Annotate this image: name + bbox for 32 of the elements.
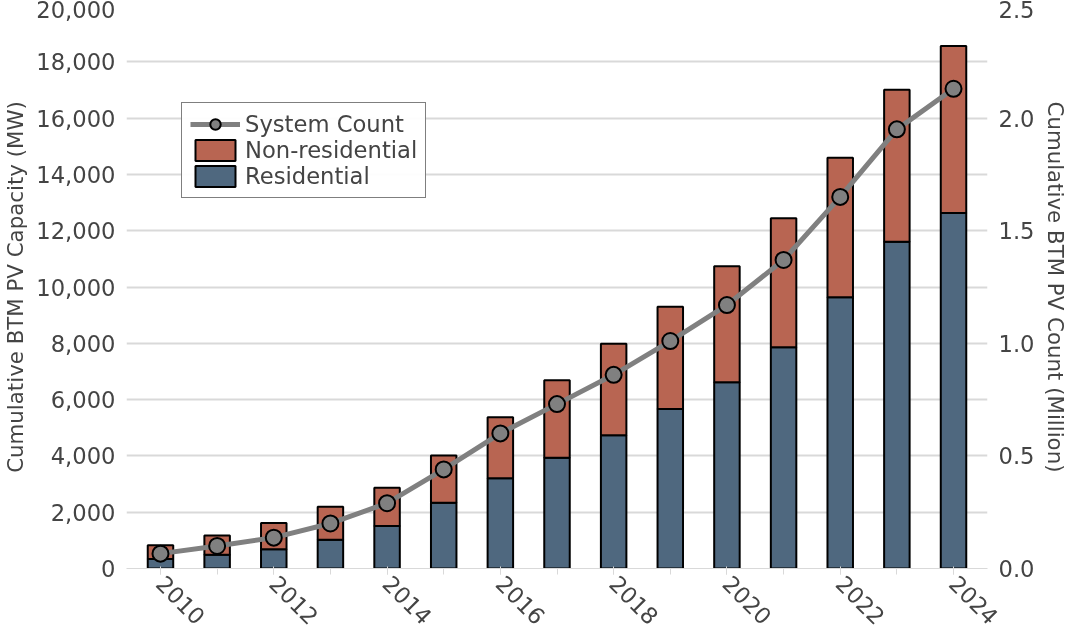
y-tick-label: 12,000 (36, 218, 116, 245)
point (491, 424, 510, 443)
point (887, 120, 906, 139)
y2-tick-label: 2.5 (998, 0, 1035, 23)
y-tick-label: 8,000 (50, 330, 116, 357)
point (604, 365, 623, 384)
y-tick-label: 6,000 (50, 387, 116, 414)
legend-label: Non-residential (245, 137, 418, 163)
y-tick-label: 0 (101, 556, 116, 582)
point (661, 332, 680, 351)
point (831, 187, 850, 206)
y-tick-label: 4,000 (50, 443, 116, 470)
y-tick-label: 2,000 (50, 499, 116, 526)
legend-label: System Count (245, 111, 404, 137)
y-tick-label: 10,000 (36, 274, 116, 301)
y-tick-label: 14,000 (36, 161, 116, 188)
y-tick-label: 18,000 (36, 49, 116, 76)
y2-axis-title: Cumulative BTM PV Count (Million) (1042, 101, 1068, 473)
point (944, 79, 963, 98)
y2-tick-label: 0.5 (998, 443, 1035, 470)
y2-tick-label: 1.5 (998, 218, 1035, 245)
y-tick-label: 16,000 (36, 105, 116, 132)
point (774, 250, 793, 269)
legend-label: Residential (245, 163, 370, 189)
point (548, 395, 566, 414)
y-axis-title: Cumulative BTM PV Capacity (MW) (3, 101, 29, 473)
y2-tick-label: 1.0 (998, 330, 1035, 357)
point (151, 544, 170, 563)
y2-tick-label: 0.0 (998, 556, 1035, 582)
point (717, 296, 736, 314)
y2-tick-label: 2.0 (998, 105, 1035, 132)
y-tick-label: 20,000 (36, 0, 116, 23)
